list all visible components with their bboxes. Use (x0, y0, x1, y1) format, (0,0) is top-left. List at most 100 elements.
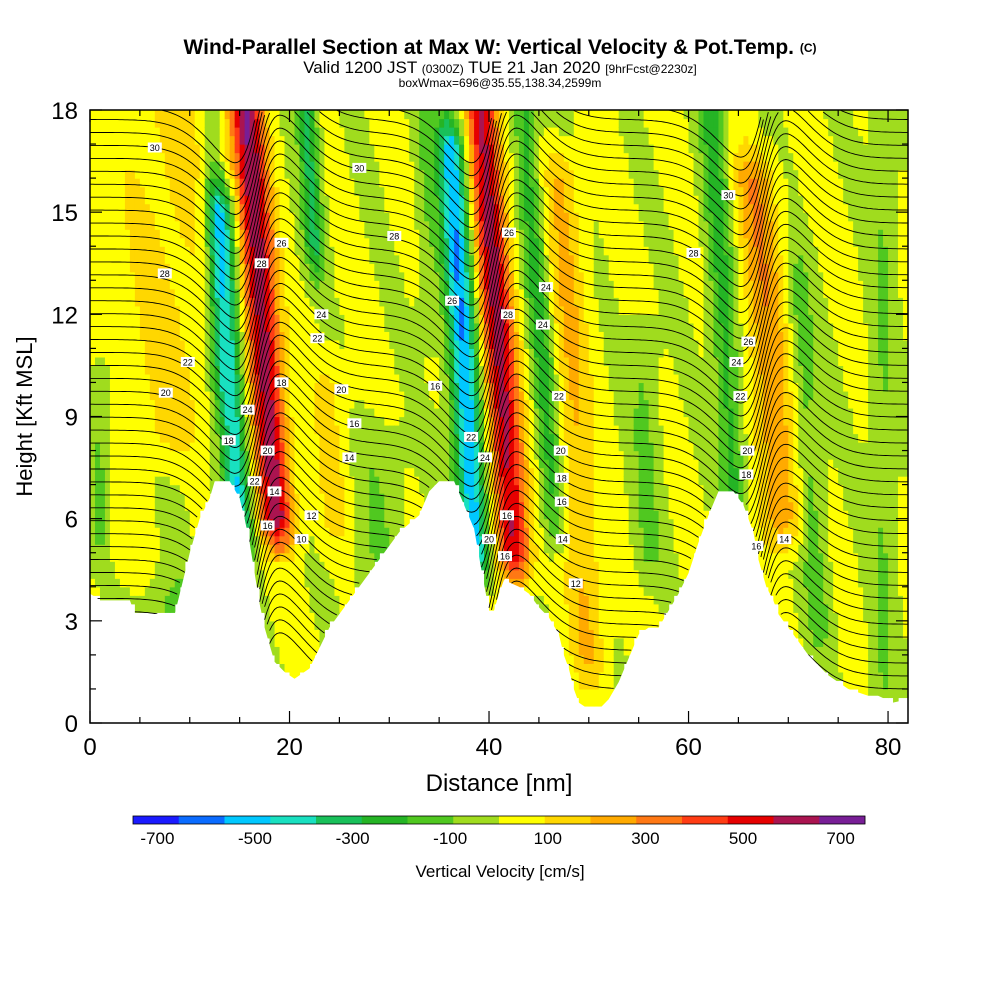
heat-cell (134, 314, 141, 324)
heat-cell (94, 501, 101, 511)
heat-cell (528, 305, 535, 315)
heat-cell (314, 127, 321, 137)
heat-cell (194, 237, 201, 247)
heat-cell (119, 535, 126, 545)
heat-cell (129, 425, 136, 435)
heat-cell (533, 365, 540, 375)
heat-cell (513, 416, 520, 426)
heat-cell (269, 229, 276, 239)
heat-cell (289, 373, 296, 384)
heat-cell (404, 314, 410, 324)
heat-cell (469, 467, 475, 477)
heat-cell (289, 135, 296, 145)
heat-cell (219, 416, 226, 426)
heat-cell (134, 356, 141, 367)
heat-cell (144, 476, 151, 486)
heat-cell (279, 220, 286, 230)
heat-cell (314, 390, 321, 401)
heat-cell (209, 442, 216, 452)
heat-cell (94, 365, 101, 375)
heat-cell (409, 382, 415, 392)
heat-cell (149, 135, 156, 145)
heat-cell (314, 620, 321, 630)
heat-cell (279, 203, 286, 213)
heat-cell (179, 237, 186, 247)
heat-cell (434, 178, 440, 188)
heat-cell (149, 399, 156, 409)
heat-cell (244, 433, 251, 443)
heat-cell (284, 637, 291, 647)
heat-cell (364, 254, 370, 264)
heat-cell (309, 280, 316, 290)
heat-cell (513, 195, 520, 205)
heat-cell (364, 416, 370, 426)
heat-cell (149, 127, 156, 137)
heat-cell (299, 305, 306, 315)
heat-cell (239, 246, 246, 256)
heat-cell (314, 348, 321, 358)
heat-cell (114, 407, 121, 418)
heat-cell (104, 484, 111, 494)
heat-cell (429, 127, 435, 137)
heat-cell (533, 356, 540, 367)
heat-cell (184, 263, 191, 273)
heat-cell (379, 450, 385, 460)
heat-cell (324, 433, 331, 443)
heat-cell (409, 416, 415, 426)
heat-cell (424, 203, 430, 213)
heat-cell (214, 476, 221, 486)
heat-cell (139, 144, 146, 154)
heat-cell (184, 493, 191, 503)
heat-cell (394, 416, 400, 426)
heat-cell (538, 433, 545, 443)
heat-cell (264, 246, 271, 256)
heat-cell (419, 416, 425, 426)
heat-cell (484, 271, 490, 281)
heat-cell (499, 178, 505, 188)
heat-cell (224, 339, 231, 349)
heat-cell (134, 135, 141, 145)
heat-cell (419, 314, 425, 324)
heat-cell (149, 476, 156, 486)
heat-cell (169, 297, 176, 307)
heat-cell (399, 510, 405, 520)
heat-cell (159, 314, 166, 324)
heat-cell (309, 586, 316, 596)
heat-cell (444, 467, 450, 477)
heat-cell (518, 203, 525, 213)
heat-cell (234, 476, 241, 486)
heat-cell (254, 203, 261, 213)
heat-cell (309, 220, 316, 230)
heat-cell (444, 459, 450, 469)
heat-cell (139, 118, 146, 128)
heat-cell (364, 144, 370, 154)
heat-cell (149, 459, 156, 469)
heat-cell (484, 331, 490, 341)
heat-cell (454, 135, 460, 145)
heat-cell (99, 578, 106, 588)
heat-cell (154, 535, 161, 545)
heat-cell (324, 339, 331, 349)
heat-cell (459, 416, 465, 426)
heat-cell (94, 459, 101, 469)
heat-cell (454, 246, 460, 256)
heat-cell (174, 442, 181, 452)
heat-cell (469, 152, 475, 162)
heat-cell (119, 527, 126, 537)
heat-cell (274, 544, 281, 554)
heat-cell (114, 322, 121, 332)
heat-cell (349, 229, 355, 239)
heat-cell (194, 518, 201, 528)
heat-cell (344, 195, 350, 205)
heat-cell (459, 127, 465, 137)
heat-cell (214, 331, 221, 341)
heat-cell (439, 220, 445, 230)
heat-cell (179, 118, 186, 128)
heat-cell (339, 399, 345, 409)
heat-cell (389, 169, 395, 179)
heat-cell (533, 569, 540, 579)
heat-cell (369, 237, 375, 247)
heat-cell (369, 186, 375, 196)
heat-cell (374, 416, 380, 426)
heat-cell (234, 195, 241, 205)
